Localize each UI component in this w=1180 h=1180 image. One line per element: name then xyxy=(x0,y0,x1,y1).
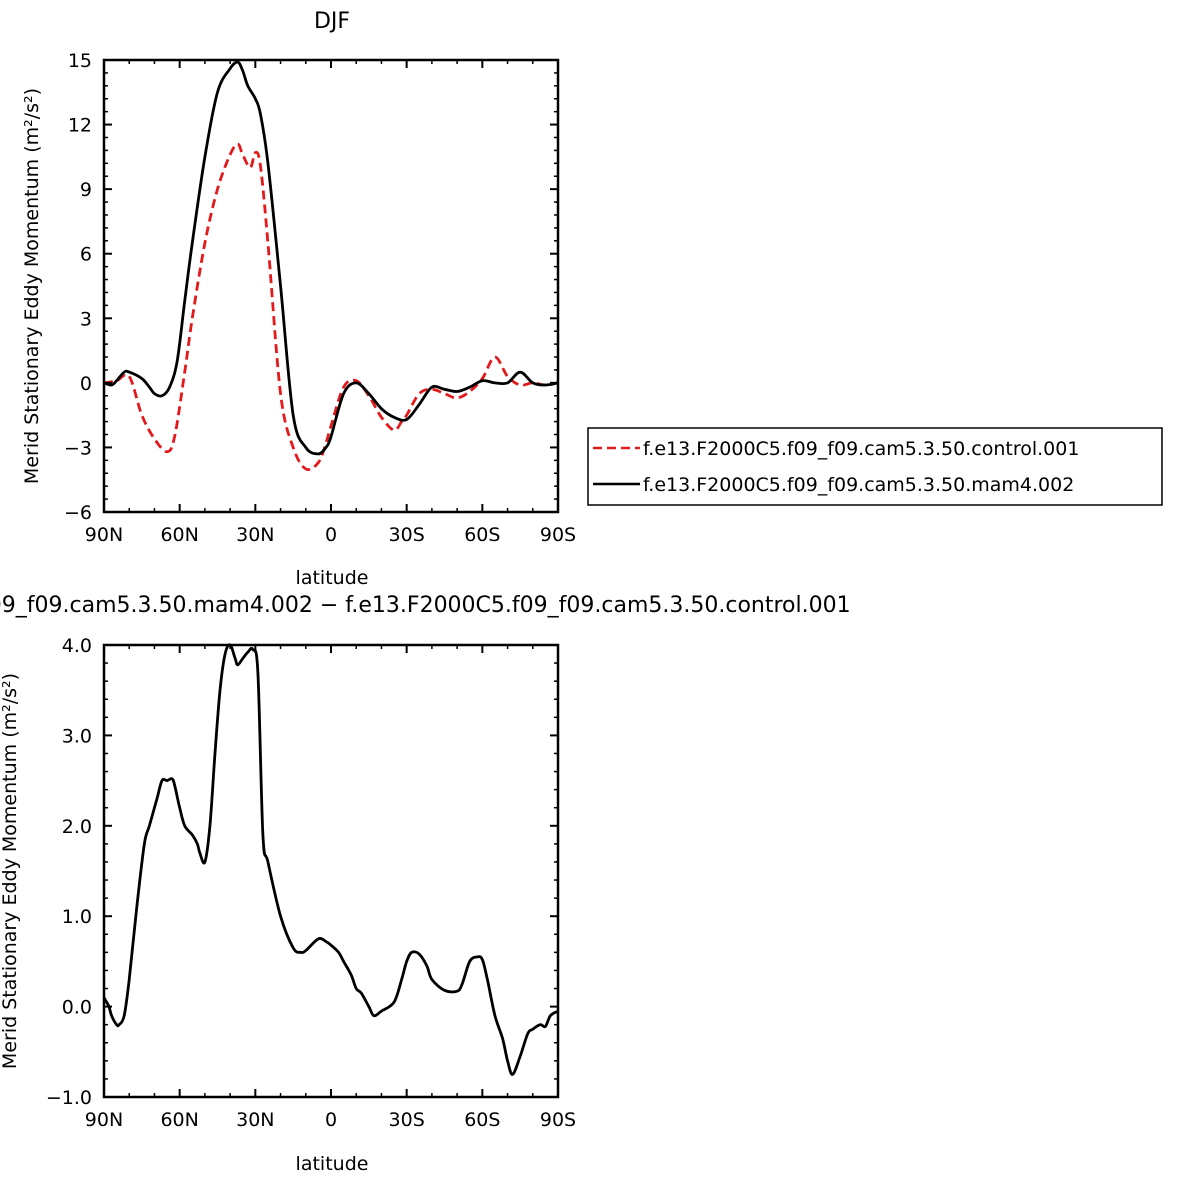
y-tick-label: 6 xyxy=(80,244,92,266)
panel-1-title: DJF xyxy=(314,9,350,34)
y-tick-label: 3.0 xyxy=(62,725,92,747)
x-tick-label: 60N xyxy=(160,1109,198,1131)
y-tick-label: 3 xyxy=(80,308,92,330)
panel-2-title: f.e13.F2000C5.f09_f09.cam5.3.50.mam4.002… xyxy=(0,593,851,618)
x-tick-label: 0 xyxy=(325,1109,337,1131)
x-tick-label: 30N xyxy=(236,524,274,546)
x-tick-label: 0 xyxy=(325,524,337,546)
legend: f.e13.F2000C5.f09_f09.cam5.3.50.control.… xyxy=(587,427,1163,506)
panel-2-x-axis-label: latitude xyxy=(296,1153,369,1175)
y-tick-label: 4.0 xyxy=(62,635,92,657)
legend-label-control: f.e13.F2000C5.f09_f09.cam5.3.50.control.… xyxy=(643,438,1079,460)
legend-label-mam4: f.e13.F2000C5.f09_f09.cam5.3.50.mam4.002 xyxy=(643,474,1074,496)
panel-1: DJF 90N 60N 30N 0 30S 60S 90S −6 −3 0 3 6 9 12 15 lati… xyxy=(21,9,1163,589)
x-tick-label: 30S xyxy=(389,1109,425,1131)
panel-2-y-axis-label: Merid Stationary Eddy Momentum (m²/s²) xyxy=(0,673,21,1069)
x-tick-label: 90N xyxy=(85,1109,123,1131)
panel-2-plot-frame xyxy=(102,643,560,1099)
x-tick-label: 90S xyxy=(540,1109,576,1131)
x-tick-label: 60N xyxy=(160,524,198,546)
x-tick-label: 90N xyxy=(85,524,123,546)
x-tick-label: 60S xyxy=(464,1109,500,1131)
series-line-2 xyxy=(103,60,559,456)
series-line-1 xyxy=(102,643,559,1076)
y-tick-label: −6 xyxy=(64,502,92,524)
panel-1-plot-frame xyxy=(102,58,560,514)
y-tick-label: 12 xyxy=(68,115,92,137)
x-tick-label: 60S xyxy=(464,524,500,546)
series-line-1 xyxy=(103,142,559,472)
y-tick-label: −3 xyxy=(64,437,92,459)
x-tick-label: 30S xyxy=(389,524,425,546)
y-tick-label: 2.0 xyxy=(62,816,92,838)
y-tick-label: 9 xyxy=(80,179,92,201)
y-tick-label: 0.0 xyxy=(62,997,92,1019)
legend-box xyxy=(587,427,1163,506)
y-tick-label: 0 xyxy=(80,373,92,395)
panel-1-x-axis-label: latitude xyxy=(296,567,369,589)
x-tick-label: 90S xyxy=(540,524,576,546)
y-tick-label: 15 xyxy=(68,50,92,72)
panel-2: f.e13.F2000C5.f09_f09.cam5.3.50.mam4.002… xyxy=(0,593,851,1175)
y-tick-label: −1.0 xyxy=(46,1087,92,1109)
y-tick-label: 1.0 xyxy=(62,906,92,928)
panel-1-y-axis-label: Merid Stationary Eddy Momentum (m²/s²) xyxy=(21,88,43,484)
x-tick-label: 30N xyxy=(236,1109,274,1131)
